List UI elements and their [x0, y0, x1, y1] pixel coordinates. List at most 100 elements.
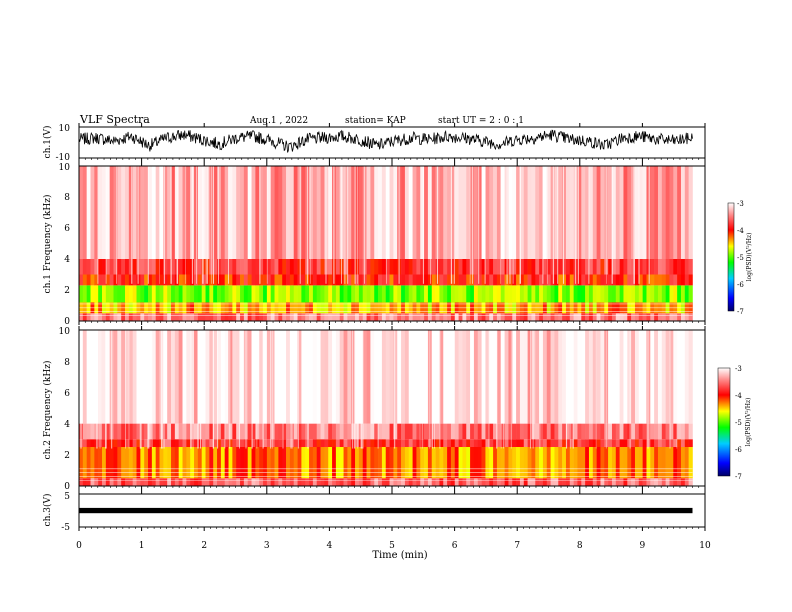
- spec2-cell: [297, 330, 302, 424]
- spec2-cell: [493, 330, 498, 424]
- spec2-cell: [86, 423, 91, 440]
- spec2-cell: [504, 439, 509, 447]
- spec2-cell: [519, 423, 525, 440]
- spec1-cell: [619, 274, 624, 286]
- spec1-cell: [496, 166, 502, 259]
- spec2-cell: [424, 478, 429, 486]
- spec1-cell: [270, 285, 275, 303]
- spec1-cell: [243, 274, 248, 286]
- spec1-cell: [286, 259, 291, 275]
- spec1-cell: [121, 166, 126, 259]
- spec1-cell: [232, 313, 237, 321]
- spec2-cell: [117, 439, 122, 447]
- x-tick-label: 6: [452, 541, 458, 551]
- spec2-cell: [470, 478, 475, 486]
- spec1-cell: [128, 259, 133, 275]
- spec1-cell: [473, 166, 479, 259]
- spec1-cell: [535, 285, 540, 303]
- spec2-cell: [378, 439, 383, 447]
- spec2-cell: [581, 423, 586, 440]
- spec1-cell: [531, 166, 536, 259]
- spec2-cell: [255, 330, 260, 424]
- spec1-cell: [585, 285, 590, 303]
- spec2-cell: [178, 439, 183, 447]
- spec1-cell: [94, 285, 99, 303]
- spec1-cell: [347, 259, 352, 275]
- spec1-cell: [615, 274, 620, 286]
- spec2-cell: [381, 439, 387, 447]
- spec1-cell: [466, 166, 471, 259]
- spec1-cell: [466, 285, 471, 303]
- spec2-cell: [516, 330, 521, 424]
- spec2-cell: [577, 423, 582, 440]
- spec2-cell: [117, 330, 122, 424]
- spec1-cell: [301, 313, 306, 321]
- spec1-cell: [358, 259, 364, 275]
- spec2-cell: [439, 439, 444, 447]
- spec1-cell: [178, 285, 183, 303]
- spec1-cell: [523, 166, 528, 259]
- spec1-cell: [332, 285, 337, 303]
- spec2-cell: [634, 330, 640, 424]
- spec2-cell: [627, 330, 632, 424]
- spec1-cell: [516, 274, 521, 286]
- spec1-cell: [673, 166, 678, 259]
- spec1-cell: [324, 313, 329, 321]
- spec2-cell: [102, 447, 107, 479]
- spec2-cell: [251, 439, 256, 447]
- spec1-cell: [209, 166, 214, 259]
- spec1-cell: [592, 259, 597, 275]
- spec2-cell: [385, 439, 390, 447]
- spec2-cell: [665, 478, 670, 486]
- spec2-cell: [677, 439, 682, 447]
- spec2-cell: [121, 447, 126, 479]
- spec1-cell: [573, 313, 578, 321]
- ch2-spectrogram-heatmap: [79, 330, 705, 486]
- ch1-colorbar-tick-m4: -4: [737, 227, 744, 235]
- ch3-waveform-panel: 5 -5 ch.3(V): [42, 492, 706, 533]
- spec2-cell: [389, 439, 394, 447]
- x-tick-label: 7: [514, 541, 520, 551]
- spec2-cell: [324, 478, 329, 486]
- spec2-cell: [596, 447, 601, 479]
- spec1-cell: [424, 274, 429, 286]
- spec2-cell: [385, 447, 390, 479]
- spec2-cell: [592, 478, 597, 486]
- spec1-cell: [113, 313, 118, 321]
- spec2-cell: [642, 423, 647, 440]
- spec1-cell: [251, 166, 256, 259]
- spec1-cell: [450, 274, 456, 286]
- spec2-cell: [243, 447, 248, 479]
- spec1-cell: [86, 166, 91, 259]
- spec1-cell: [558, 166, 563, 259]
- spec1-cell: [381, 166, 387, 259]
- spec2-cell: [309, 423, 314, 440]
- spec2-cell: [427, 447, 433, 479]
- spec2-cell: [401, 478, 406, 486]
- spec2-cell: [278, 478, 283, 486]
- spec2-cell: [217, 478, 222, 486]
- spec1-cell: [619, 285, 624, 303]
- spec2-cell: [588, 478, 594, 486]
- spec2-cell: [669, 478, 674, 486]
- spec1-cell: [171, 313, 176, 321]
- x-tick-label: 1: [139, 541, 145, 551]
- spec1-cell: [240, 313, 245, 321]
- spec1-cell: [270, 274, 275, 286]
- spec2-cell: [155, 478, 160, 486]
- spec1-cell: [171, 166, 176, 259]
- spec2-cell: [447, 423, 452, 440]
- spec2-cell: [339, 439, 344, 447]
- spec2-cell: [527, 423, 532, 440]
- spec2-cell: [569, 478, 574, 486]
- spec1-cell: [401, 259, 406, 275]
- spec1-cell: [320, 274, 325, 286]
- spec1-cell: [634, 313, 640, 321]
- spec1-cell: [255, 285, 260, 303]
- spec2-cell: [86, 478, 91, 486]
- spec1-cell: [500, 166, 505, 259]
- spec1-cell: [608, 285, 613, 303]
- ch3-trace-band: [79, 507, 693, 514]
- spec1-cell: [136, 285, 141, 303]
- spec2-cell: [558, 447, 563, 479]
